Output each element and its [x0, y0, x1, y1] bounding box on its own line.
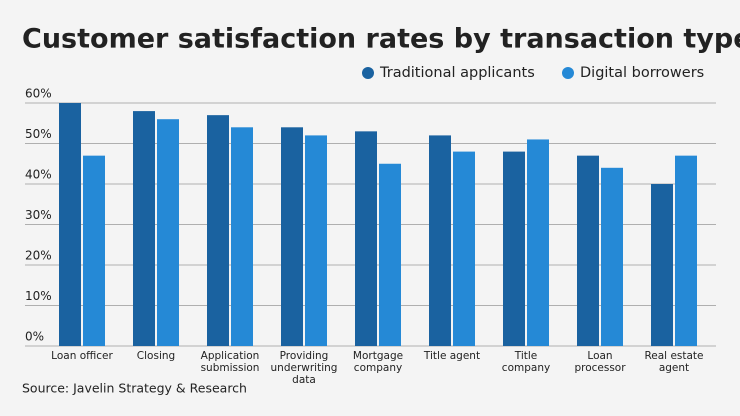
x-tick-label: Mortgage company — [352, 350, 404, 374]
bar — [379, 163, 401, 346]
x-tick-label: Title company — [501, 350, 551, 374]
bar — [651, 184, 673, 346]
x-tick-label: Application submission — [200, 350, 260, 374]
bar — [281, 127, 303, 346]
bar — [355, 131, 377, 346]
bar — [231, 127, 253, 346]
bar — [577, 155, 599, 346]
bar — [83, 155, 105, 346]
source: Source: Javelin Strategy & Research — [22, 381, 247, 396]
bar — [59, 103, 81, 346]
y-tick-label: 10% — [25, 289, 52, 303]
bar — [503, 151, 525, 346]
legend-marker — [562, 67, 574, 79]
x-tick-label: Loan officer — [51, 350, 113, 362]
y-tick-label: 40% — [25, 168, 52, 182]
y-tick-label: 20% — [25, 249, 52, 263]
bar — [675, 155, 697, 346]
x-tick-label: Providing underwriting data — [270, 350, 338, 386]
bar — [157, 119, 179, 346]
bar — [305, 135, 327, 346]
y-tick-label: 30% — [25, 208, 52, 222]
chart-title: Customer satisfaction rates by transacti… — [22, 24, 740, 55]
x-tick-label: Title agent — [423, 350, 481, 362]
bar — [453, 151, 475, 346]
legend-label: Traditional applicants — [379, 65, 535, 81]
bar — [133, 111, 155, 346]
bar — [429, 135, 451, 346]
y-tick-label: 60% — [25, 87, 52, 101]
y-tick-label: 0% — [25, 330, 44, 344]
legend-label: Digital borrowers — [580, 65, 704, 81]
bar — [601, 167, 623, 346]
bar — [527, 139, 549, 346]
x-tick-label: Real estate agent — [644, 350, 704, 374]
legend-marker — [362, 67, 374, 79]
bar — [207, 115, 229, 347]
y-tick-label: 50% — [25, 127, 52, 141]
x-tick-label: Closing — [136, 350, 176, 362]
x-tick-label: Loan processor — [574, 350, 626, 374]
